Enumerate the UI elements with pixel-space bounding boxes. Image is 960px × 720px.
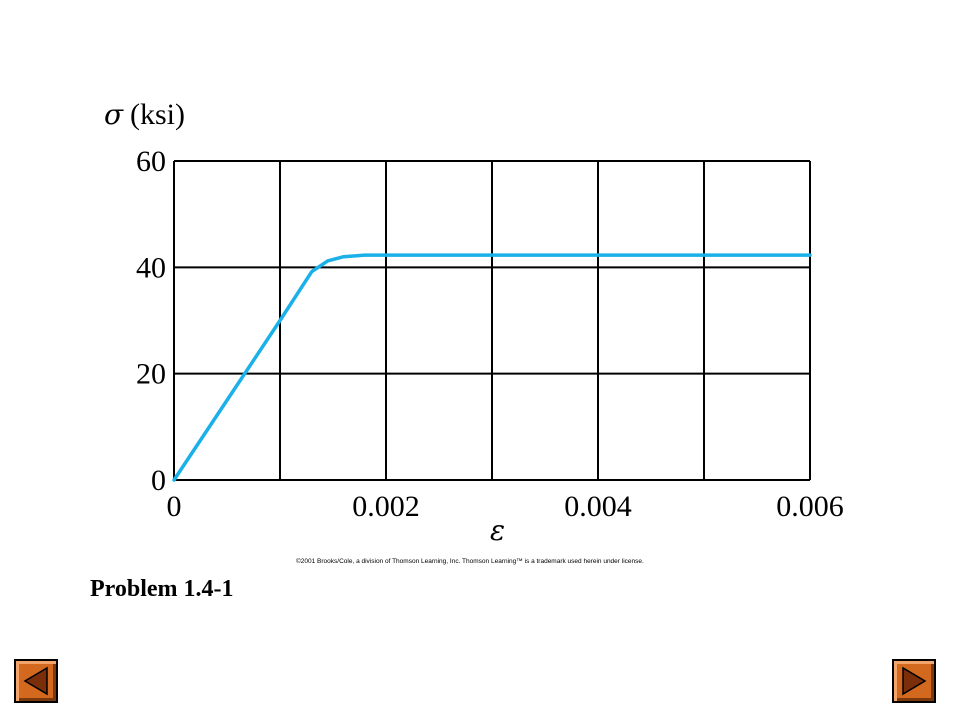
stress-strain-curve xyxy=(172,253,812,482)
x-tick-label: 0.006 xyxy=(776,490,844,523)
y-axis-unit: (ksi) xyxy=(130,98,185,131)
page-title: Problem 1.4-1 xyxy=(90,576,234,602)
x-tick-label: 0 xyxy=(167,490,182,523)
chart-series xyxy=(172,253,812,482)
x-tick-label: 0.002 xyxy=(352,490,420,523)
chart-tick-labels: 0 0.002 0.004 0.006 0 20 40 60 xyxy=(136,145,844,523)
y-tick-label: 20 xyxy=(136,358,166,391)
y-tick-label: 40 xyxy=(136,251,166,284)
previous-slide-button[interactable] xyxy=(14,659,58,703)
x-axis-label: ε xyxy=(490,514,505,547)
y-tick-label: 0 xyxy=(151,464,166,497)
copyright-notice: ©2001 Brooks/Cole, a division of Thomson… xyxy=(296,558,644,565)
triangle-right-icon xyxy=(902,666,927,696)
chart-grid xyxy=(173,160,811,481)
triangle-left-icon xyxy=(23,666,48,696)
next-slide-button[interactable] xyxy=(892,659,936,703)
y-tick-label: 60 xyxy=(136,145,166,178)
x-tick-label: 0.004 xyxy=(564,490,632,523)
y-axis-symbol: σ xyxy=(104,98,124,131)
stress-strain-chart: 0 0.002 0.004 0.006 0 20 40 60 σ (ksi) ε xyxy=(104,98,844,547)
